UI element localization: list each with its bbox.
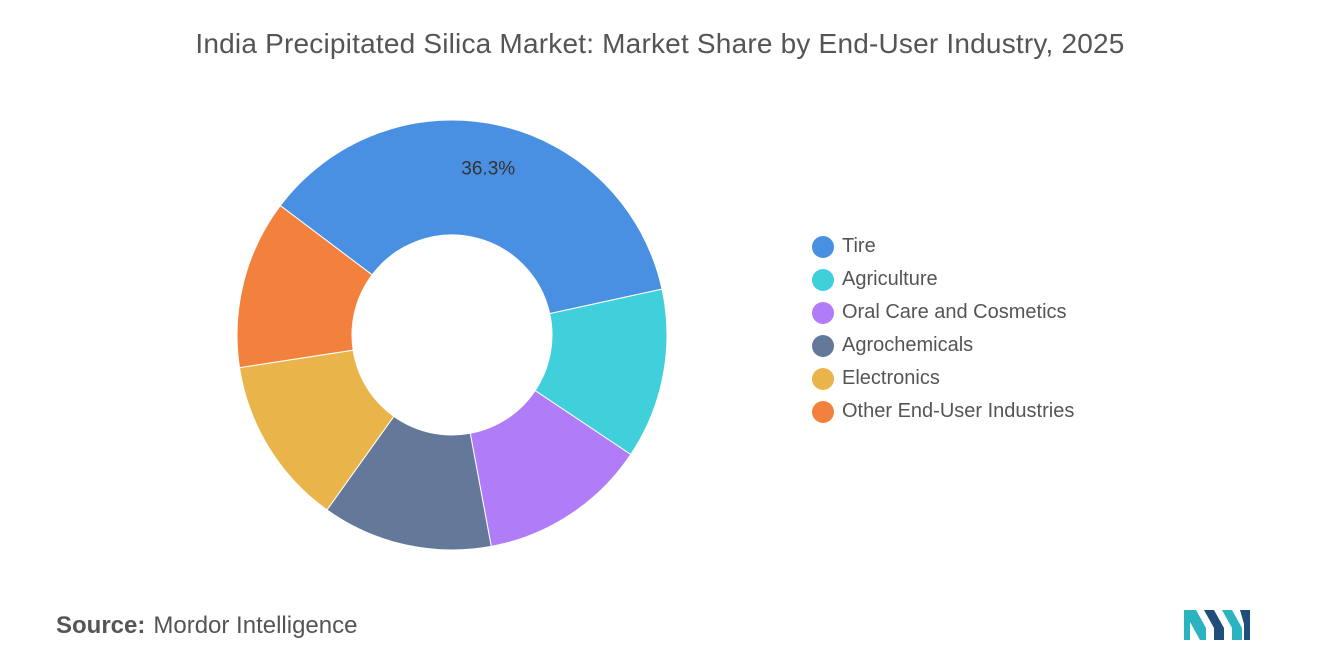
legend-swatch [812,334,834,357]
source-label: Source: [56,612,146,639]
legend-swatch [812,367,834,390]
legend-label: Electronics [842,367,940,389]
chart-title: India Precipitated Silica Market: Market… [195,28,1125,59]
legend-item: Tire [812,230,1074,263]
mordor-intelligence-logo-icon [1184,610,1250,640]
source-note: Source: Mordor Intelligence [56,612,357,640]
legend-swatch [812,400,834,423]
legend-swatch [812,235,834,258]
legend-item: Electronics [812,362,1074,395]
slice-electronics [238,349,395,511]
slice-other-end-user-industries [236,204,373,369]
legend-label: Tire [842,235,876,257]
legend-swatch [812,268,834,291]
legend-label: Other End-User Industries [842,400,1075,422]
slice-agriculture [534,288,668,456]
legend-item: Other End-User Industries [812,395,1074,428]
slice-oral-care-and-cosmetics [469,389,632,547]
slice-agrochemicals [326,415,492,551]
source-text: Mordor Intelligence [153,612,358,639]
chart-legend: Tire Agriculture Oral Care and Cosmetics Ag… [812,230,1074,428]
slice-tire [279,119,663,315]
slice-data-label: 36.3% [461,158,515,179]
legend-label: Agriculture [842,268,938,290]
legend-item: Oral Care and Cosmetics [812,296,1074,329]
legend-item: Agrochemicals [812,329,1074,362]
legend-label: Agrochemicals [842,334,974,356]
legend-item: Agriculture [812,263,1074,296]
legend-label: Oral Care and Cosmetics [842,301,1067,323]
legend-swatch [812,301,834,324]
